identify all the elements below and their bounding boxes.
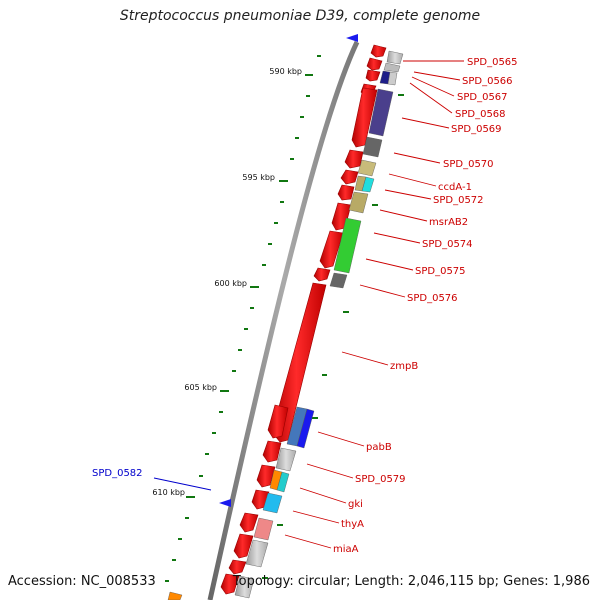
gene-arrow[interactable] (239, 512, 259, 533)
gene-arrow[interactable] (233, 533, 254, 559)
feature-block[interactable] (333, 217, 362, 274)
feature-block[interactable] (362, 136, 383, 158)
feature-block[interactable] (383, 62, 401, 73)
feature-block[interactable] (253, 517, 274, 541)
gene-label[interactable]: SPD_0574 (422, 239, 473, 250)
feature-block[interactable] (276, 471, 290, 493)
gene-arrow[interactable] (351, 87, 378, 148)
gene-label[interactable]: gki (348, 499, 363, 510)
gene-label[interactable]: SPD_0579 (355, 474, 406, 485)
gene-label[interactable]: SPD_0576 (407, 293, 458, 304)
tick-ring (165, 55, 321, 582)
gene-label[interactable]: msrAB2 (429, 217, 468, 228)
tick-label-590: 590 kbp (269, 67, 302, 76)
feature-block[interactable] (245, 539, 269, 568)
tick-label-600: 600 kbp (214, 279, 247, 288)
genome-summary-text: Topology: circular; Length: 2,046,115 bp… (232, 574, 590, 589)
gene-label[interactable]: ccdA-1 (438, 182, 472, 193)
feature-block[interactable] (348, 191, 369, 214)
feature-block[interactable] (275, 447, 297, 472)
gene-label[interactable]: SPD_0567 (457, 92, 508, 103)
gene-label[interactable]: SPD_0568 (455, 109, 506, 120)
feature-block[interactable] (262, 492, 283, 514)
feature-block[interactable] (329, 272, 348, 289)
feature-block[interactable] (368, 88, 394, 137)
gene-label-left[interactable]: SPD_0582 (92, 468, 143, 479)
gene-arrow[interactable] (331, 202, 352, 231)
gene-arrow[interactable] (344, 149, 364, 169)
gene-arrow[interactable] (262, 440, 282, 463)
gene-arrow[interactable] (340, 169, 359, 185)
gene-labels: SPD_0565 SPD_0566 SPD_0567 SPD_0568 SPD_… (333, 57, 518, 555)
feature-block[interactable] (361, 176, 375, 193)
genome-backbone (207, 40, 360, 600)
gene-label[interactable]: SPD_0572 (433, 195, 484, 206)
feature-block[interactable] (167, 591, 183, 600)
outer-tick-ring (262, 94, 404, 579)
gene-arrow[interactable] (228, 559, 247, 575)
feature-block[interactable] (386, 50, 404, 65)
gene-arrow[interactable] (313, 267, 331, 282)
gene-label[interactable]: SPD_0566 (462, 76, 513, 87)
gene-label[interactable]: pabB (366, 442, 392, 453)
gene-label[interactable]: SPD_0565 (467, 57, 518, 68)
gene-arrow[interactable] (365, 69, 381, 82)
feature-block[interactable] (387, 71, 398, 86)
gene-label[interactable]: SPD_0570 (443, 159, 494, 170)
map-title: Streptococcus pneumoniae D39, complete g… (119, 8, 481, 24)
feature-block[interactable] (357, 159, 377, 177)
label-leaders (284, 60, 464, 549)
gene-arrow[interactable] (319, 230, 344, 269)
gene-arrow[interactable] (220, 573, 240, 595)
gene-label[interactable]: miaA (333, 544, 359, 555)
accession-text: Accession: NC_008533 (8, 574, 156, 589)
gene-arrow[interactable] (366, 57, 383, 71)
gene-arrow[interactable] (337, 184, 355, 201)
tick-label-595: 595 kbp (242, 173, 275, 182)
gene-arrow[interactable] (256, 464, 276, 488)
direction-marker-bottom (219, 499, 231, 507)
feature-blocks[interactable] (167, 50, 404, 600)
direction-marker-top (346, 34, 358, 42)
forward-genes[interactable] (220, 44, 387, 595)
feature-block[interactable] (234, 575, 255, 599)
gene-arrow[interactable] (370, 44, 387, 58)
gene-label[interactable]: SPD_0575 (415, 266, 466, 277)
gene-label[interactable]: thyA (341, 519, 364, 530)
label-leader-left (153, 477, 212, 491)
gene-label[interactable]: zmpB (390, 361, 418, 372)
tick-label-610: 610 kbp (152, 488, 185, 497)
gene-label[interactable]: SPD_0569 (451, 124, 502, 135)
gene-arrow[interactable] (267, 404, 289, 439)
genome-backbone-edge (213, 41, 362, 600)
tick-label-605: 605 kbp (184, 383, 217, 392)
feature-block[interactable] (296, 408, 315, 449)
